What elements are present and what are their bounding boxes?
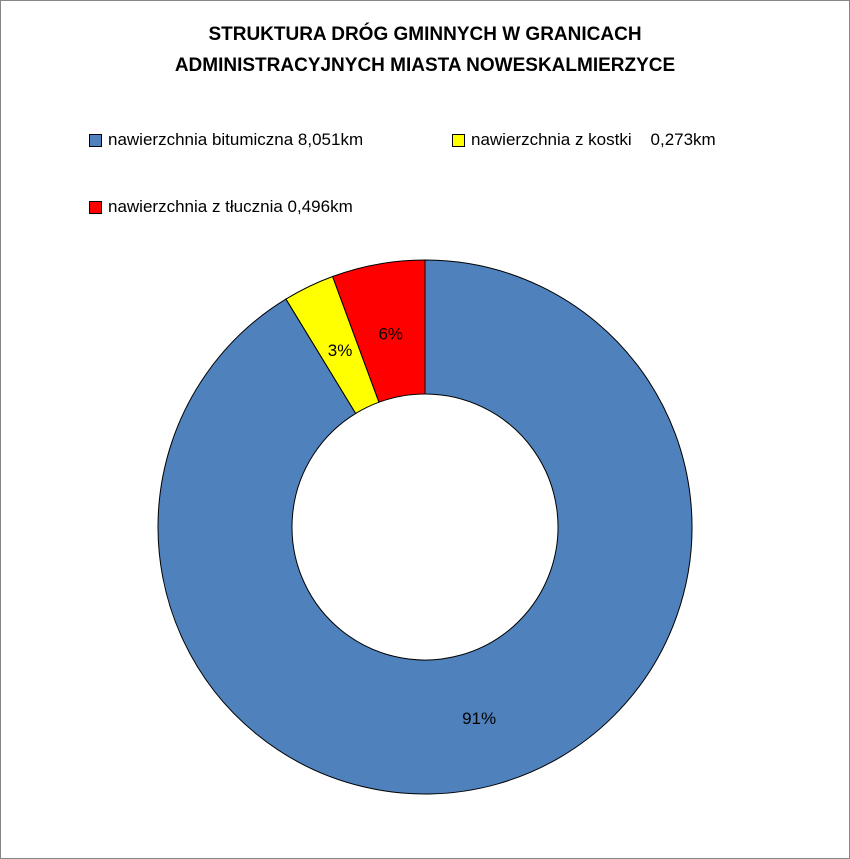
chart-title-line-1: STRUKTURA DRÓG GMINNYCH W GRANICACH (208, 24, 642, 45)
data-label-bitumiczna: 91% (462, 709, 496, 728)
chart-title-line-2: ADMINISTRACYJNYCH MIASTA NOWESKALMIERZYC… (174, 55, 676, 76)
legend-swatch-kostka (452, 133, 465, 147)
data-label-kostka: 3% (328, 341, 353, 360)
legend-item-tlucznia: nawierzchnia z tłucznia 0,496km (89, 197, 353, 217)
donut-slice-tlucznia (331, 259, 426, 403)
legend-label-bitumiczna: nawierzchnia bitumiczna 8,051km (108, 130, 364, 149)
legend-item-kostka: nawierzchnia z kostki 0,273km (452, 130, 716, 150)
data-label-tlucznia: 6% (378, 325, 403, 344)
legend-item-bitumiczna: nawierzchnia bitumiczna 8,051km (89, 130, 363, 150)
legend-label-kostka: nawierzchnia z kostki 0,273km (471, 130, 716, 149)
chart-title: STRUKTURA DRÓG GMINNYCH W GRANICACH ADMI… (1, 19, 849, 81)
legend-swatch-bitumiczna (89, 133, 102, 147)
legend-label-tlucznia: nawierzchnia z tłucznia 0,496km (108, 197, 353, 216)
legend-swatch-tlucznia (89, 200, 102, 214)
donut-slice-bitumiczna (157, 259, 693, 795)
